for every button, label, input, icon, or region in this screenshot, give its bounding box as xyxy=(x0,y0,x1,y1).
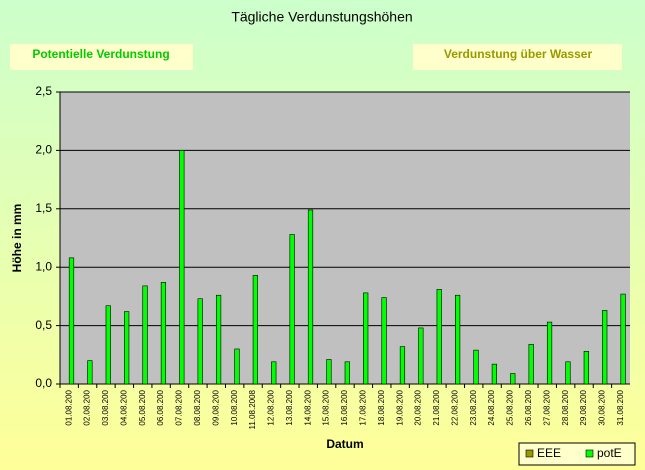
x-tick-label: 17.08.200 xyxy=(358,389,367,425)
x-tick-label: 22.08.200 xyxy=(450,389,459,425)
x-tick-label: 05.08.200 xyxy=(138,389,147,425)
x-tick-label: 25.08.200 xyxy=(506,389,515,425)
bar xyxy=(68,257,75,385)
x-tick-label: 01.08.200 xyxy=(64,389,73,425)
bar xyxy=(307,209,314,385)
bar xyxy=(528,343,534,385)
x-tick-label: 23.08.200 xyxy=(469,389,478,425)
bar xyxy=(620,293,626,385)
y-tick-label: 0,5 xyxy=(35,318,52,332)
bar xyxy=(418,327,424,385)
y-tick-label: 2,5 xyxy=(35,84,52,98)
bar xyxy=(197,298,203,385)
x-tick-label: 07.08.200 xyxy=(175,389,184,425)
plot-area xyxy=(60,92,630,384)
bar xyxy=(87,360,93,385)
x-tick-label: 02.08.200 xyxy=(83,389,92,425)
bar xyxy=(510,373,516,385)
legend-label: EEE xyxy=(537,446,561,460)
bar xyxy=(381,297,387,385)
y-tick-label: 2,0 xyxy=(35,143,52,157)
bar xyxy=(491,363,497,385)
annotation-box xyxy=(413,44,622,70)
annotation: Verdunstung über Wasser xyxy=(444,47,593,61)
x-tick-label: 28.08.200 xyxy=(561,389,570,425)
bar xyxy=(252,275,258,385)
x-tick-label: 27.08.200 xyxy=(542,389,551,425)
x-tick-label: 08.08.200 xyxy=(193,389,202,425)
x-tick-label: 30.08.200 xyxy=(598,389,607,425)
y-tick-label: 1,0 xyxy=(35,259,52,273)
bar xyxy=(142,285,148,385)
x-tick-label: 15.08.200 xyxy=(322,389,331,425)
bar xyxy=(436,289,442,385)
bar xyxy=(289,234,295,385)
bar xyxy=(234,348,240,385)
bar xyxy=(215,294,222,385)
x-tick-label: 03.08.200 xyxy=(101,389,110,425)
annotation: Potentielle Verdunstung xyxy=(32,47,169,61)
x-tick-label: 13.08.200 xyxy=(285,389,294,425)
bar xyxy=(179,150,185,385)
bar xyxy=(565,361,571,385)
x-tick-label: 14.08.200 xyxy=(303,389,312,425)
bar xyxy=(344,361,350,385)
y-tick-label: 0,0 xyxy=(35,376,52,390)
bar xyxy=(363,292,369,385)
x-tick-label: 29.08.200 xyxy=(579,389,588,425)
x-tick-label: 11.08.2008 xyxy=(248,389,257,429)
bar xyxy=(473,349,479,385)
x-tick-label: 19.08.200 xyxy=(395,389,404,425)
bar xyxy=(583,350,589,385)
legend-label: potE xyxy=(597,446,622,460)
y-axis-label: Höhe in mm xyxy=(10,204,24,273)
x-tick-label: 04.08.200 xyxy=(119,389,128,425)
bar xyxy=(124,311,130,385)
y-tick-label: 1,5 xyxy=(35,201,52,215)
bar xyxy=(455,294,461,385)
x-tick-label: 20.08.200 xyxy=(414,389,423,425)
bar xyxy=(271,361,277,385)
x-tick-label: 21.08.200 xyxy=(432,389,441,425)
bar xyxy=(602,310,608,385)
x-tick-label: 10.08.200 xyxy=(230,389,239,425)
bar xyxy=(546,321,553,385)
x-tick-label: 12.08.200 xyxy=(267,389,276,425)
x-tick-label: 16.08.200 xyxy=(340,389,349,425)
legend-swatch xyxy=(585,449,594,458)
bar xyxy=(399,346,406,385)
x-axis-label: Datum xyxy=(326,437,363,451)
x-tick-label: 24.08.200 xyxy=(487,389,496,425)
bar xyxy=(105,305,111,385)
x-tick-label: 31.08.200 xyxy=(616,389,625,425)
chart-title: Tägliche Verdunstungshöhen xyxy=(231,9,412,25)
x-tick-label: 26.08.200 xyxy=(524,389,533,425)
legend-swatch xyxy=(525,449,534,458)
layer: 0,0 0,5 1,0 1,5 2,0 2,5 01.08.200 02.08.200 03.0… xyxy=(35,84,630,460)
bar xyxy=(326,359,332,385)
bar xyxy=(160,282,167,385)
x-tick-label: 09.08.200 xyxy=(211,389,220,425)
x-tick-label: 18.08.200 xyxy=(377,389,386,425)
annotation-box xyxy=(10,44,193,70)
x-tick-label: 06.08.200 xyxy=(156,389,165,425)
legend xyxy=(518,442,636,466)
